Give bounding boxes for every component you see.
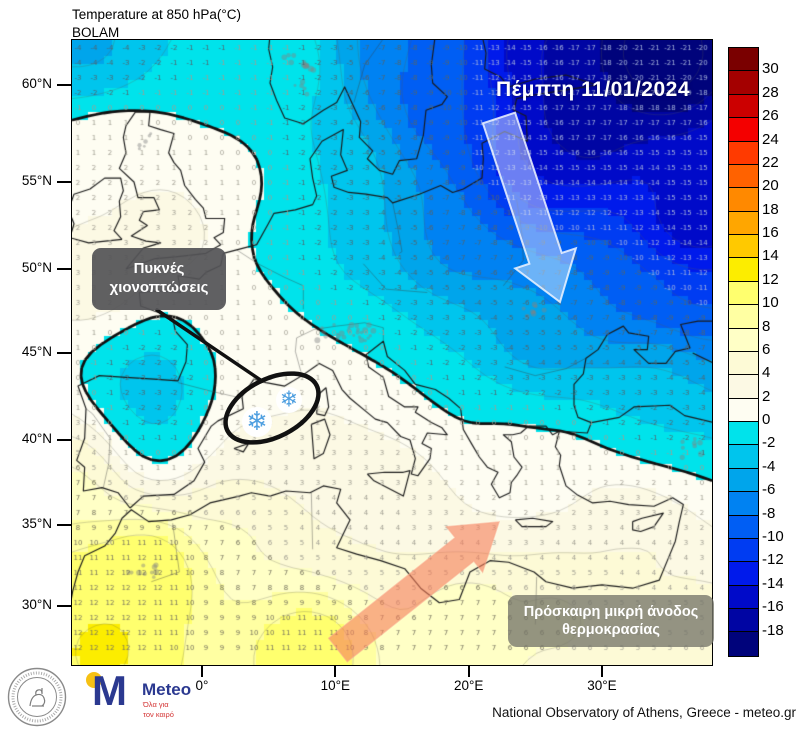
- colorbar-cell: [729, 258, 758, 282]
- colorbar-tick-label: -4: [762, 457, 776, 475]
- colorbar-tick-label: 2: [762, 387, 771, 405]
- colorbar-cell: [729, 609, 758, 633]
- lon-label: 0°: [195, 678, 209, 693]
- colorbar-tick-label: -18: [762, 621, 784, 639]
- colorbar-cell: [729, 375, 758, 399]
- colorbar-cell: [729, 632, 758, 656]
- snow-annotation-line2: χιονοπτώσεις: [109, 279, 209, 296]
- colorbar-tick-label: 26: [762, 107, 779, 125]
- colorbar-cell: [729, 118, 758, 142]
- meteo-logo-name: Meteo: [142, 680, 192, 699]
- colorbar-cell: [729, 141, 758, 165]
- temperature-field-canvas: [72, 40, 712, 665]
- lat-tick: [57, 352, 72, 354]
- colorbar-cell: [729, 71, 758, 95]
- snow-annotation-box: Πυκνές χιονοπτώσεις: [92, 248, 226, 310]
- lat-tick: [57, 524, 72, 526]
- meteo-logo-dot-icon: [86, 672, 102, 688]
- lat-tick: [57, 84, 72, 86]
- colorbar-tick-label: -12: [762, 551, 784, 569]
- colorbar-cell: [729, 235, 758, 259]
- forecast-date-label: Πέμπτη 11/01/2024: [495, 78, 691, 101]
- colorbar-tick-label: 22: [762, 153, 779, 171]
- colorbar-cell: [729, 445, 758, 469]
- lat-label: 45°N: [21, 344, 52, 359]
- title-parameter: Temperature at 850 hPa(°C): [72, 7, 241, 22]
- meteo-logo-tagline: Όλα για τον καιρό: [143, 700, 174, 719]
- colorbar-tick-label: 8: [762, 317, 771, 335]
- colorbar-cell: [729, 281, 758, 306]
- colorbar-tick-label: 12: [762, 270, 779, 288]
- temperature-colorbar: [728, 47, 759, 657]
- map-title: Temperature at 850 hPa(°C) BOLAM: [72, 6, 241, 41]
- colorbar-cell: [729, 585, 758, 609]
- warm-annotation-line1: Πρόσκαιρη μικρή άνοδος: [523, 603, 699, 620]
- colorbar-tick-label: 6: [762, 340, 771, 358]
- colorbar-tick-label: -16: [762, 598, 784, 616]
- colorbar-cell: [729, 94, 758, 119]
- colorbar-cell: [729, 515, 758, 539]
- colorbar-cell: [729, 351, 758, 376]
- lon-label: 30°E: [587, 678, 617, 693]
- lon-tick: [600, 665, 603, 677]
- colorbar-tick-label: 4: [762, 364, 771, 382]
- colorbar-cell: [729, 188, 758, 212]
- lon-tick: [467, 665, 470, 677]
- colorbar-tick-label: -10: [762, 527, 784, 545]
- warm-annotation-box: Πρόσκαιρη μικρή άνοδος θερμοκρασίας: [508, 595, 714, 647]
- colorbar-tick-label: 16: [762, 224, 779, 242]
- colorbar-cell: [729, 492, 758, 516]
- lat-tick: [57, 181, 72, 183]
- colorbar-cell: [729, 328, 758, 352]
- lat-label: 50°N: [21, 260, 52, 275]
- colorbar-cell: [729, 305, 758, 329]
- lat-label: 35°N: [21, 516, 52, 531]
- map-frame: ❄ ❄ Πέμπτη 11/01/2024 Πυκνές χιονοπτώσεις…: [71, 39, 714, 666]
- lon-tick: [200, 665, 203, 677]
- noa-seal-logo: [7, 667, 67, 727]
- attribution-text: National Observatory of Athens, Greece -…: [492, 705, 796, 720]
- colorbar-tick-label: 24: [762, 130, 779, 148]
- colorbar-cell: [729, 538, 758, 563]
- lat-tick: [57, 605, 72, 607]
- meteo-logo-monogram: M: [92, 667, 127, 714]
- colorbar-tick-label: 18: [762, 200, 779, 218]
- colorbar-tick-label: 20: [762, 177, 779, 195]
- colorbar-tick-label: -14: [762, 574, 784, 592]
- colorbar-tick-label: 0: [762, 411, 771, 429]
- colorbar-tick-label: 28: [762, 83, 779, 101]
- warm-annotation-line2: θερμοκρασίας: [562, 622, 660, 638]
- colorbar-tick-label: 10: [762, 294, 779, 312]
- colorbar-cell: [729, 164, 758, 189]
- lat-label: 30°N: [21, 597, 52, 612]
- colorbar-cell: [729, 398, 758, 422]
- colorbar-tick-label: 14: [762, 247, 779, 265]
- lat-label: 60°N: [21, 76, 52, 91]
- colorbar-cell: [729, 562, 758, 586]
- lat-label: 55°N: [21, 173, 52, 188]
- meteo-logo: M Meteo Όλα για τον καιρό: [84, 664, 204, 720]
- colorbar-tick-label: 30: [762, 60, 779, 78]
- lon-label: 20°E: [453, 678, 484, 693]
- colorbar-tick-label: -2: [762, 434, 776, 452]
- colorbar-cell: [729, 422, 758, 446]
- seal-figure: [29, 688, 46, 707]
- colorbar-cell: [729, 48, 758, 72]
- snow-annotation-line1: Πυκνές: [133, 260, 185, 278]
- lat-tick: [57, 439, 72, 441]
- lon-label: 10°E: [320, 678, 351, 693]
- colorbar-cell: [729, 211, 758, 235]
- lon-tick: [334, 665, 337, 677]
- lat-label: 40°N: [21, 431, 52, 446]
- colorbar-cell: [729, 468, 758, 493]
- colorbar-tick-label: -8: [762, 504, 776, 522]
- lat-tick: [57, 268, 72, 270]
- colorbar-tick-label: -6: [762, 481, 776, 499]
- title-model: BOLAM: [72, 24, 120, 40]
